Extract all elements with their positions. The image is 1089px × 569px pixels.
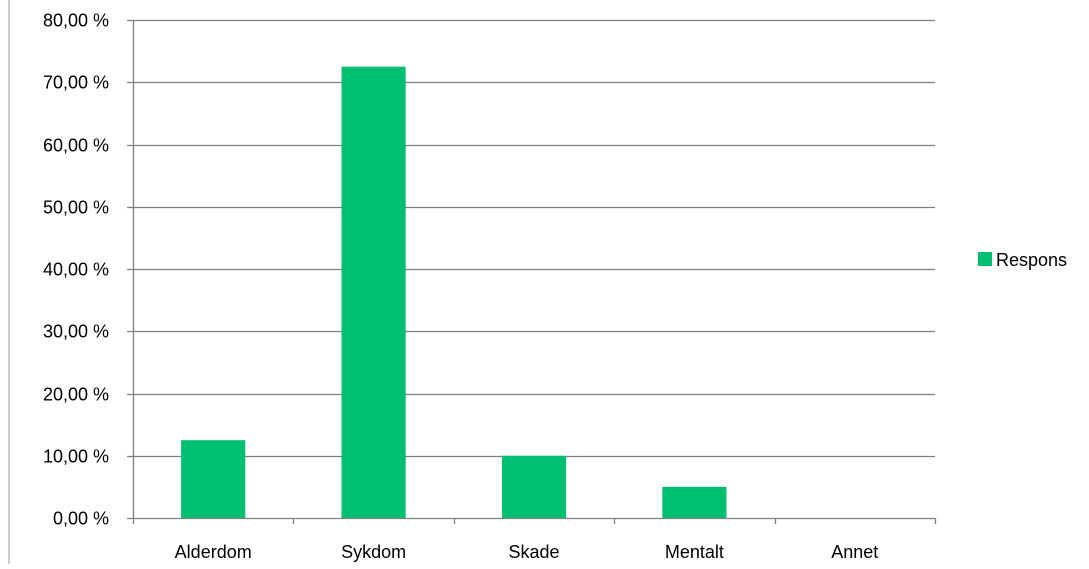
- axes: [127, 19, 937, 524]
- y-tick-label: 20,00 %: [43, 385, 109, 405]
- gridlines: [133, 19, 935, 458]
- legend: Respons: [978, 250, 1067, 270]
- x-tick-label: Mentalt: [665, 542, 724, 562]
- x-tick-label: Annet: [831, 542, 878, 562]
- y-tick-label: 70,00 %: [43, 73, 109, 93]
- x-tick-label: Sykdom: [341, 542, 406, 562]
- legend-swatch: [978, 252, 992, 266]
- bar-alderdom: [181, 440, 246, 518]
- y-tick-label: 0,00 %: [53, 509, 109, 529]
- bars: [181, 66, 727, 518]
- bar-skade: [501, 455, 567, 518]
- bar-sykdom: [341, 66, 406, 518]
- labels: 0,00 % 10,00 % 20,00 % 30,00 % 40,00 % 50,00 …: [43, 11, 878, 563]
- legend-label: Respons: [996, 250, 1067, 270]
- bar-mentalt: [662, 486, 727, 518]
- y-tick-label: 30,00 %: [43, 322, 109, 342]
- y-tick-label: 60,00 %: [43, 136, 109, 156]
- x-tick-label: Skade: [508, 542, 559, 562]
- y-tick-label: 10,00 %: [43, 447, 109, 467]
- y-tick-label: 50,00 %: [43, 198, 109, 218]
- y-tick-label: 40,00 %: [43, 260, 109, 280]
- y-tick-label: 80,00 %: [43, 11, 109, 31]
- x-tick-label: Alderdom: [175, 542, 252, 562]
